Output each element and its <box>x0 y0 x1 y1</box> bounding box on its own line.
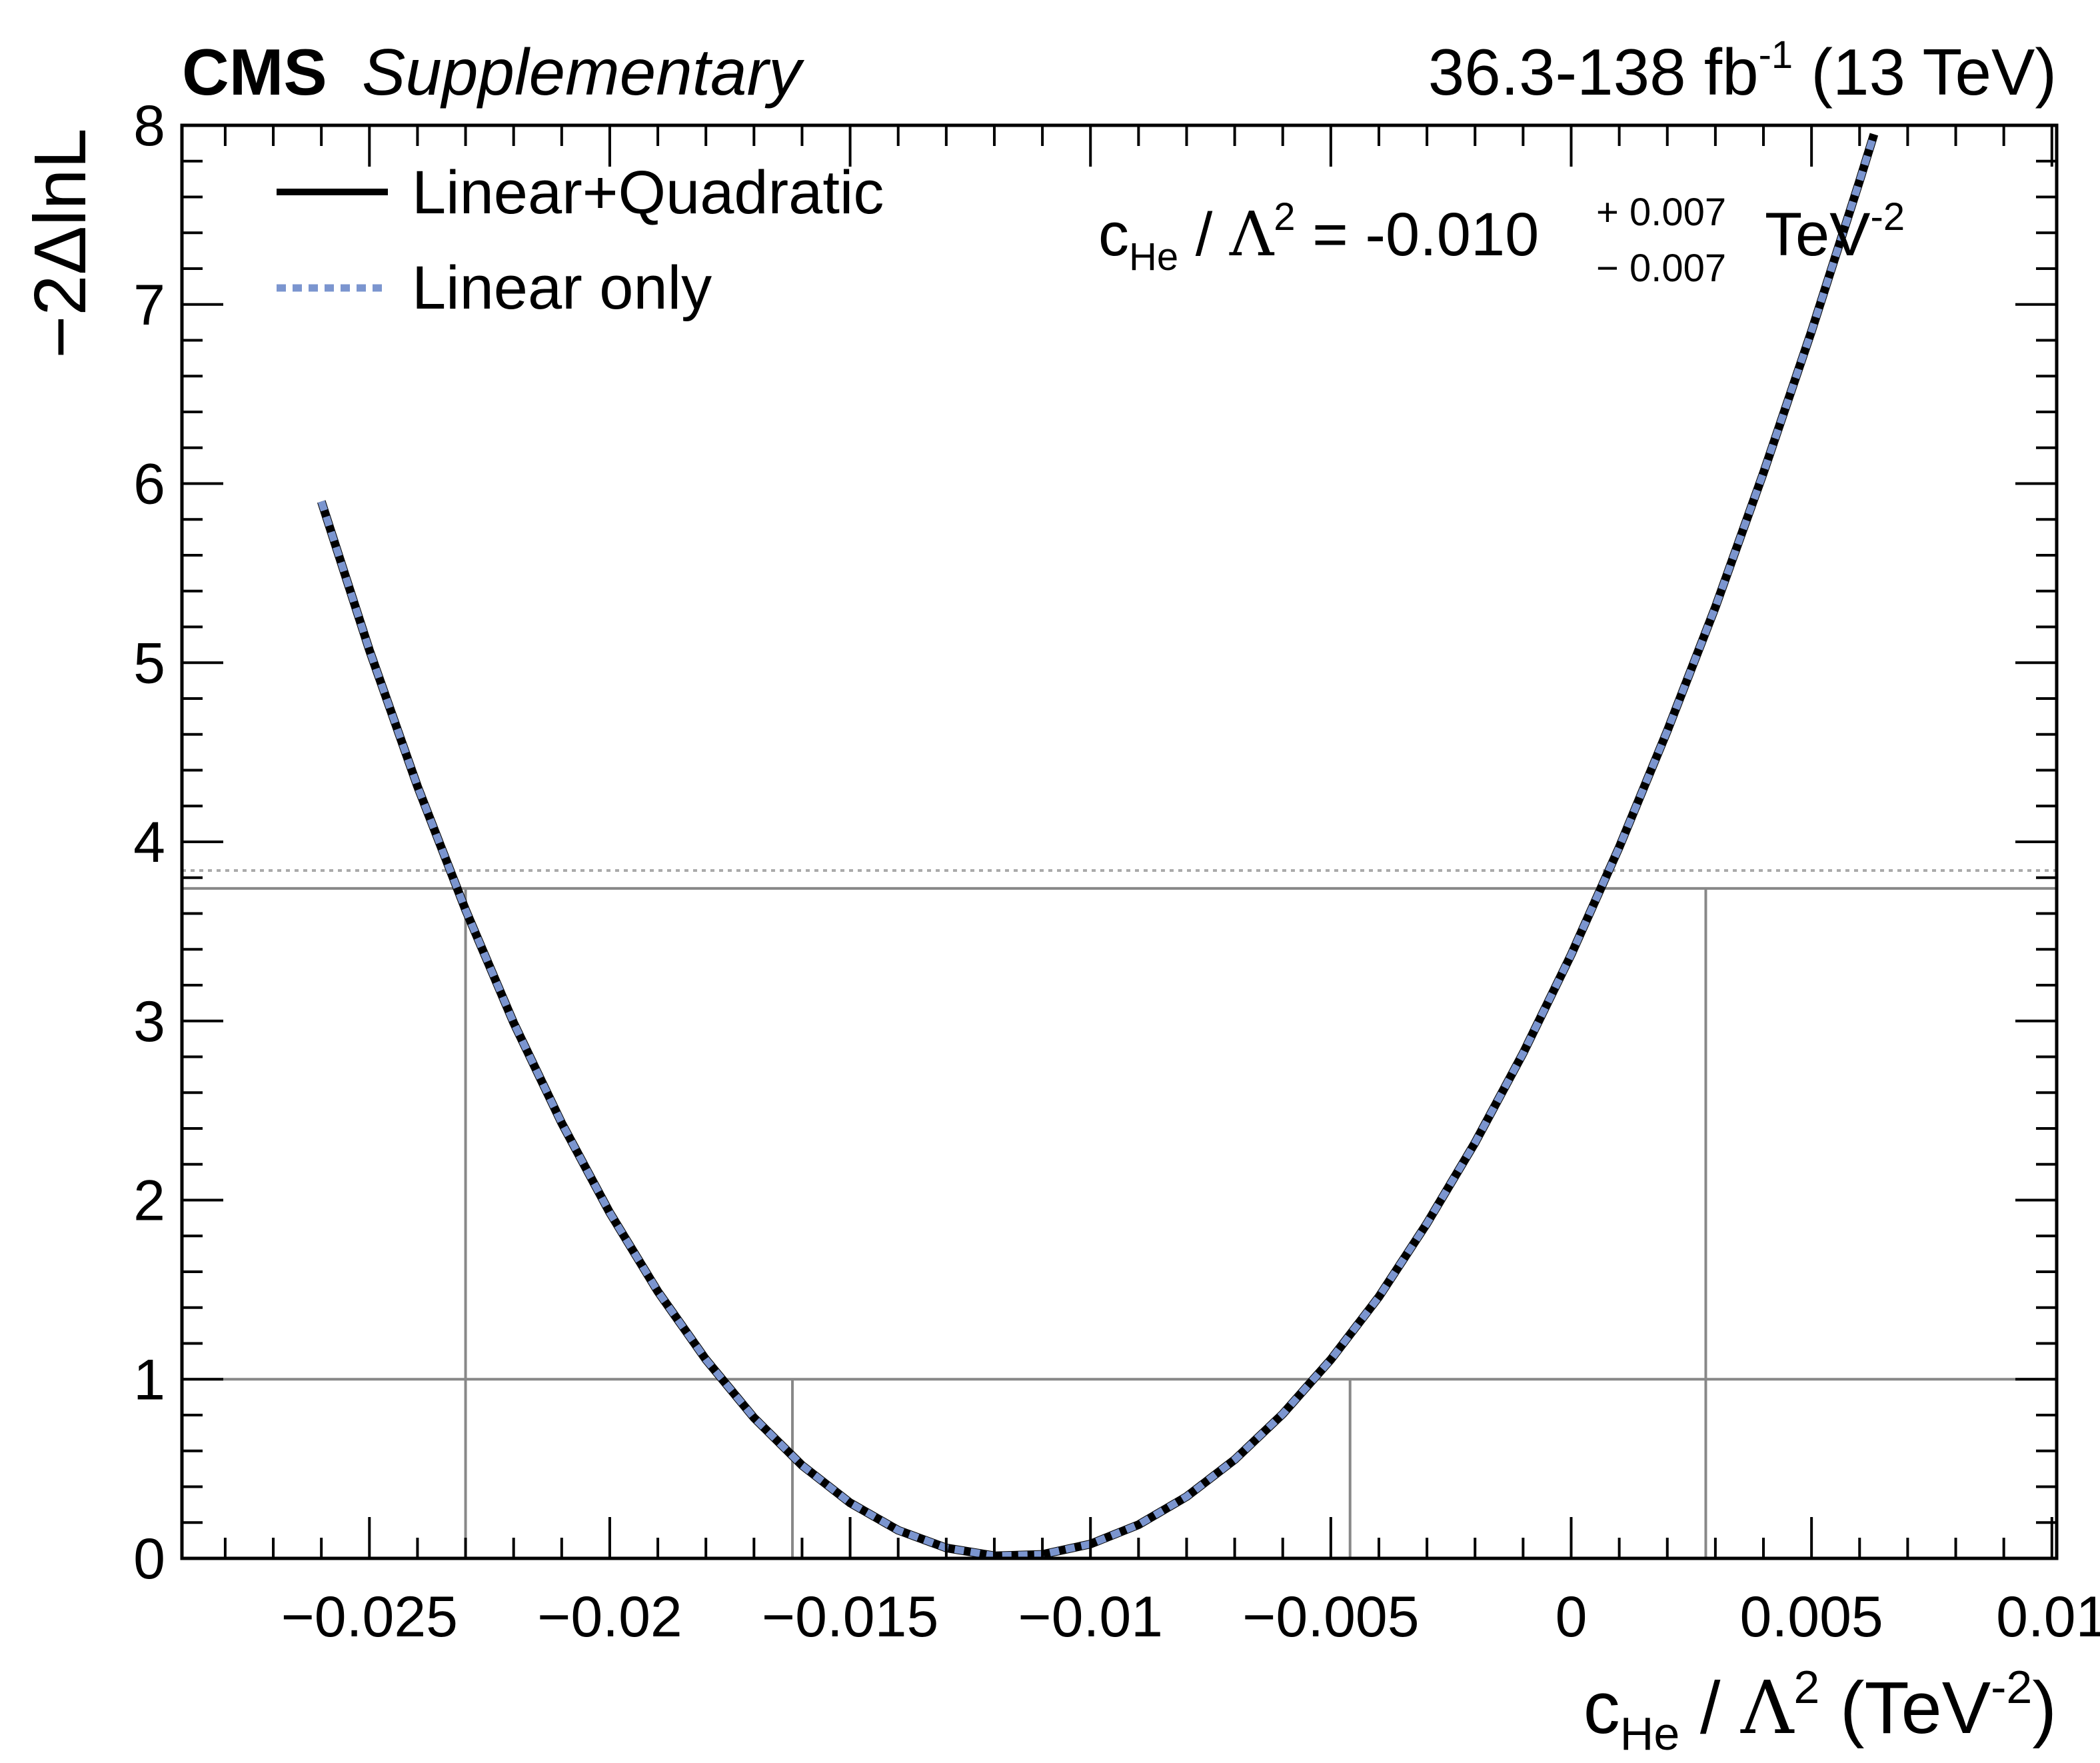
result-value: = -0.010 <box>1296 201 1540 269</box>
legend-label-linear-quadratic: Linear+Quadratic <box>412 159 884 227</box>
x-tick-labels: −0.025 −0.02 −0.015 −0.01 −0.005 0 0.005 0.01 <box>281 1585 2100 1649</box>
result-unit-exp: -2 <box>1871 195 1905 239</box>
experiment-label: CMS <box>182 35 327 109</box>
x-label-unit-pre: (TeV <box>1819 1667 1991 1749</box>
series-layer <box>317 133 1879 1558</box>
x-tick-label: −0.02 <box>537 1585 682 1649</box>
x-tick-label: 0.01 <box>1996 1585 2100 1649</box>
series-line-linear-quadratic <box>317 133 1879 1558</box>
x-label-sub: He <box>1620 1708 1679 1760</box>
y-tick-label: 7 <box>133 273 165 337</box>
reference-lines <box>182 869 2057 1381</box>
y-tick-label: 8 <box>133 94 165 158</box>
x-label-lambda: Λ <box>1740 1665 1795 1750</box>
status-label: Supplementary <box>362 35 804 109</box>
series-line-linear-only <box>317 133 1878 1558</box>
axis-ticks <box>182 124 2057 1560</box>
y-tick-label: 4 <box>133 811 165 875</box>
result-lambda: Λ <box>1229 199 1275 270</box>
result-sub: He <box>1129 235 1178 279</box>
lumi-exponent: -1 <box>1759 33 1793 77</box>
lumi-prefix: 36.3-138 fb <box>1428 35 1759 109</box>
x-tick-label: −0.025 <box>281 1585 458 1649</box>
x-label-sq: 2 <box>1793 1661 1819 1713</box>
x-tick-label: −0.005 <box>1242 1585 1419 1649</box>
y-tick-label: 6 <box>133 453 165 517</box>
x-tick-label: 0.005 <box>1740 1585 1883 1649</box>
result-error-up: + 0.007 <box>1596 191 1726 234</box>
y-axis-label: −2ΔlnL <box>19 128 101 359</box>
y-tick-label: 5 <box>133 631 165 695</box>
result-unit-text: TeV <box>1765 201 1871 269</box>
result-unit: TeV-2 <box>1765 195 1905 269</box>
x-label-mid: / <box>1679 1667 1741 1749</box>
y-tick-labels: 0 1 2 3 4 5 6 7 8 <box>133 94 165 1591</box>
x-label-unit-exp: -2 <box>1991 1661 2032 1713</box>
x-axis-label: cHe / Λ2 (TeV-2) <box>1583 1661 2057 1760</box>
x-label-unit-post: ) <box>2032 1667 2057 1749</box>
x-tick-label: −0.01 <box>1018 1585 1163 1649</box>
result-c: c <box>1098 201 1129 269</box>
plot-frame <box>180 123 2059 1560</box>
y-tick-label: 0 <box>133 1527 165 1591</box>
lumi-energy-label: 36.3-138 fb-1 (13 TeV) <box>1428 33 2057 109</box>
legend: Linear+Quadratic Linear only <box>277 159 884 322</box>
result-sq: 2 <box>1274 195 1295 239</box>
y-tick-label: 2 <box>133 1169 165 1233</box>
interval-markers <box>464 888 1707 1558</box>
y-tick-label: 1 <box>133 1348 165 1412</box>
x-tick-label: 0 <box>1556 1585 1587 1649</box>
x-tick-label: −0.015 <box>762 1585 938 1649</box>
result-annotation: cHe / Λ2 = -0.010 <box>1098 195 1539 279</box>
x-label-c: c <box>1583 1667 1620 1749</box>
plot-area <box>182 133 2057 1558</box>
y-tick-label: 3 <box>133 990 165 1054</box>
result-mid: / <box>1178 201 1230 269</box>
legend-label-linear-only: Linear only <box>412 254 712 322</box>
result-error-down: − 0.007 <box>1596 247 1726 290</box>
energy-text: (13 TeV) <box>1811 35 2057 109</box>
